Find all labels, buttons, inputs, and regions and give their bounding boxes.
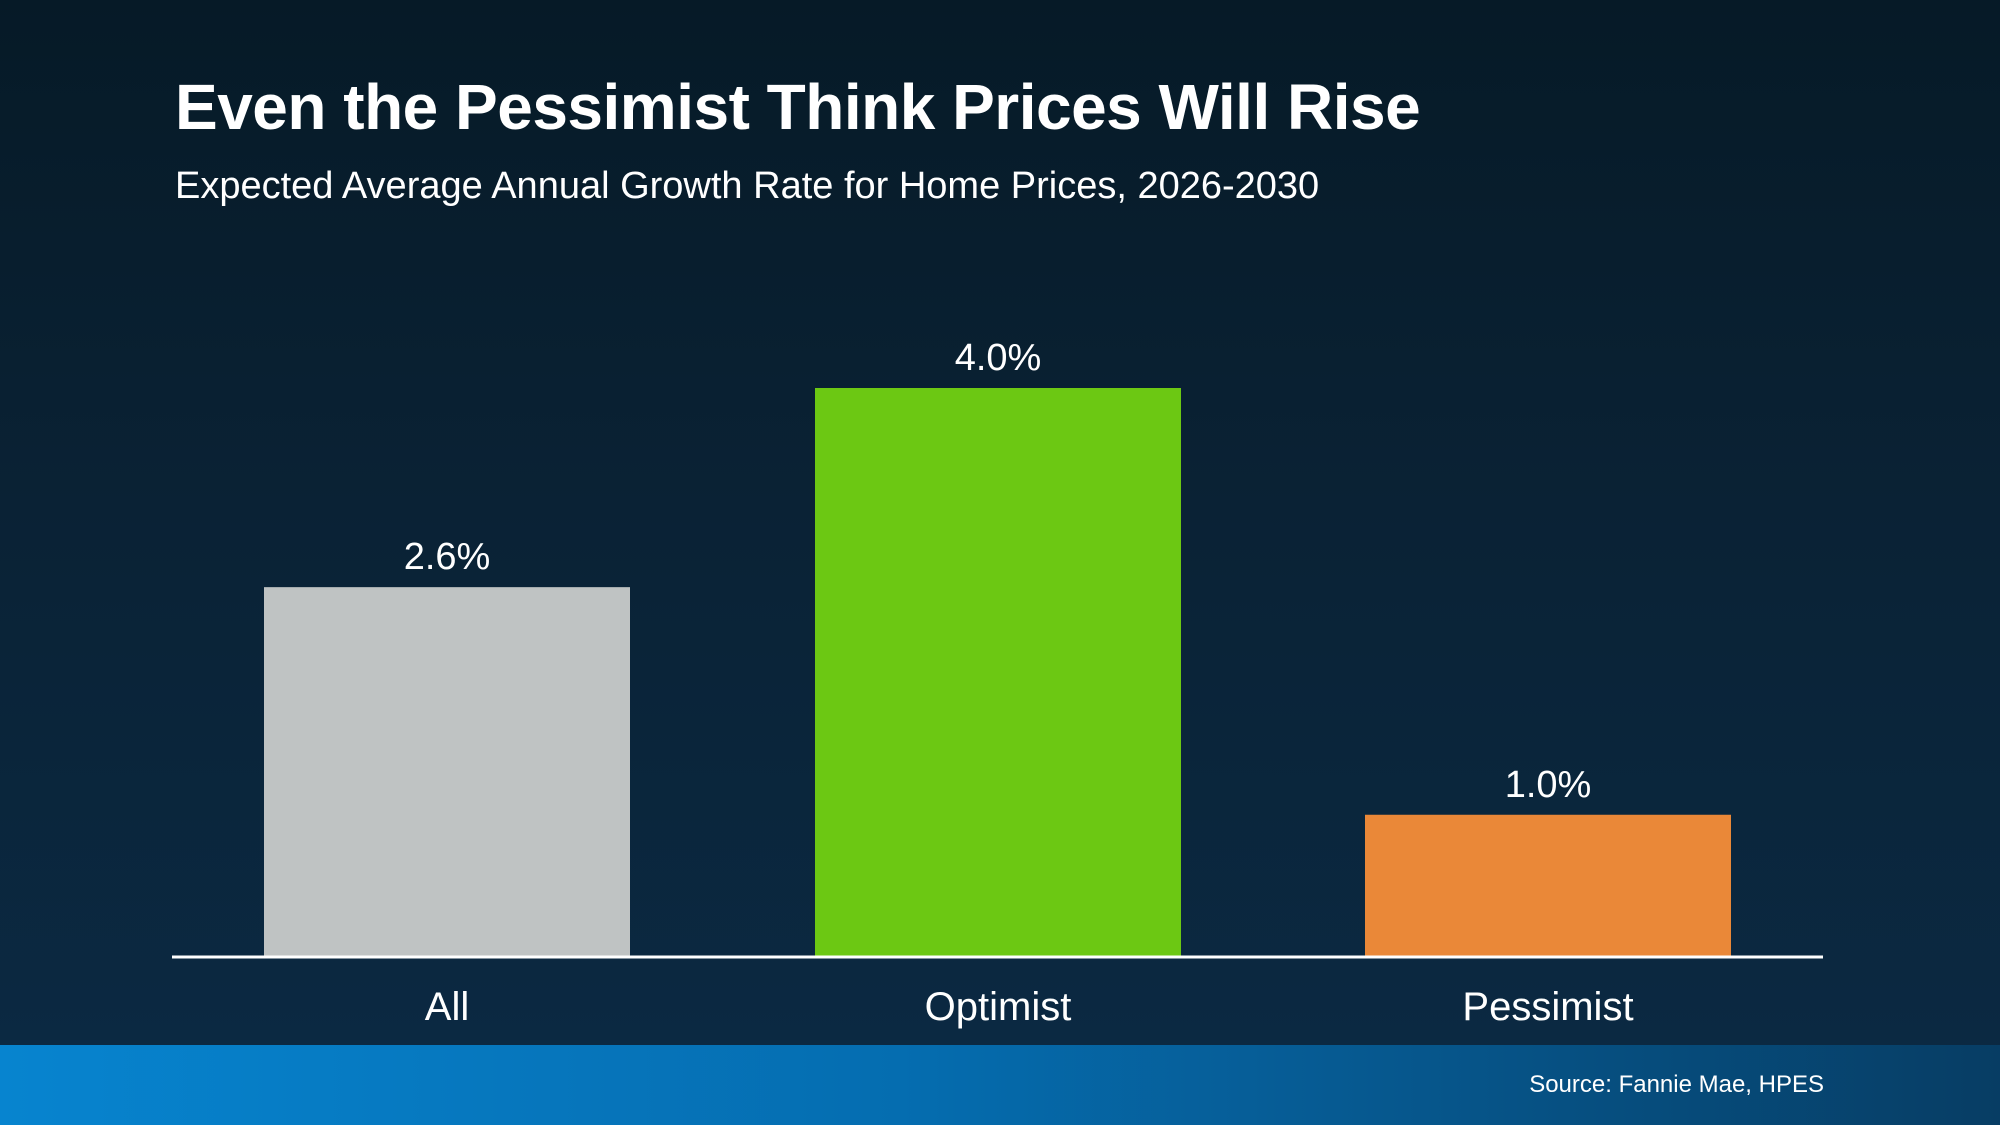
data-label-pessimist: 1.0% (1505, 764, 1592, 806)
data-label-all: 2.6% (404, 536, 491, 578)
bar-all (264, 587, 630, 957)
data-label-optimist: 4.0% (955, 337, 1042, 379)
chart-subtitle: Expected Average Annual Growth Rate for … (175, 165, 1320, 207)
bar-chart: 2.6% All 4.0% Optimist 1.0% Pessimist (264, 337, 1731, 1029)
footer-bar: Source: Fannie Mae, HPES (0, 1045, 2000, 1125)
category-label-optimist: Optimist (925, 985, 1072, 1029)
source-note: Source: Fannie Mae, HPES (1529, 1071, 1824, 1098)
chart-title: Even the Pessimist Think Prices Will Ris… (175, 71, 1421, 143)
bar-pessimist (1365, 814, 1731, 957)
bar-optimist (815, 388, 1181, 957)
category-label-pessimist: Pessimist (1462, 985, 1633, 1029)
category-label-all: All (425, 985, 469, 1029)
